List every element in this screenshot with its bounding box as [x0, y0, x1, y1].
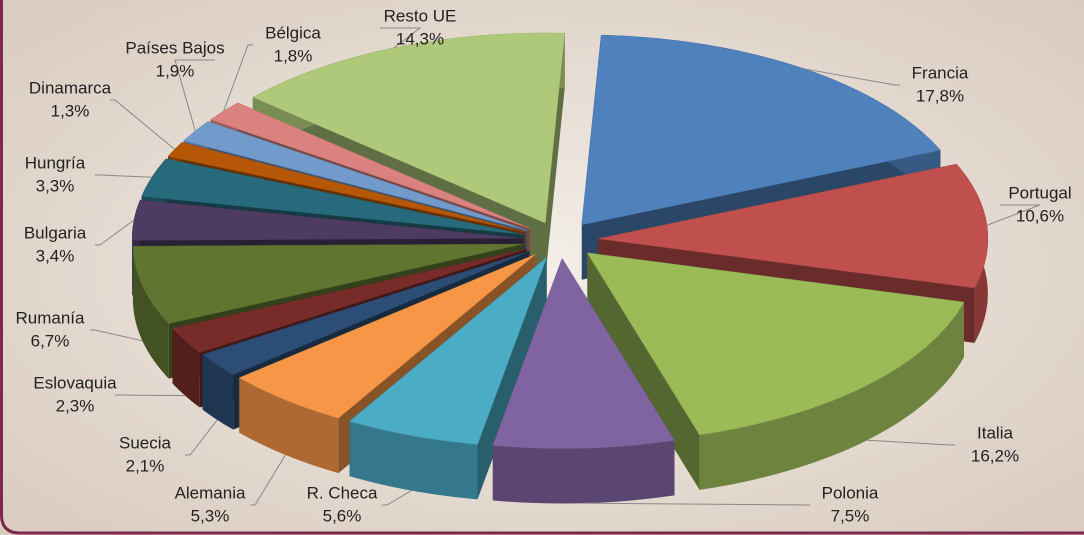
- category-label: Bulgaria: [24, 223, 87, 242]
- slice-outer-wall: [349, 421, 478, 500]
- category-label: Resto UE: [384, 6, 457, 25]
- value-label: 7,5%: [831, 506, 870, 525]
- leader-line: [382, 490, 412, 506]
- slice: [349, 256, 548, 445]
- value-label: 6,7%: [31, 331, 70, 350]
- category-label: Francia: [912, 63, 969, 82]
- slice-outer-wall: [132, 246, 169, 379]
- category-label: Italia: [977, 423, 1013, 442]
- leader-line: [95, 219, 135, 246]
- slice-outer-wall: [492, 440, 675, 504]
- value-label: 14,3%: [396, 29, 444, 48]
- slice: [586, 252, 965, 436]
- category-label: Hungría: [25, 153, 86, 172]
- leader-line: [223, 44, 253, 112]
- leader-line: [90, 329, 143, 342]
- category-label: Dinamarca: [29, 78, 112, 97]
- leader-line: [185, 419, 218, 456]
- slice: [141, 158, 524, 235]
- value-label: 1,9%: [156, 61, 195, 80]
- leader-line: [115, 394, 186, 397]
- value-label: 2,3%: [56, 396, 95, 415]
- slice: [201, 250, 530, 375]
- value-label: 16,2%: [971, 446, 1019, 465]
- slice: [132, 243, 523, 324]
- slice: [492, 257, 675, 449]
- slice: [183, 121, 528, 231]
- category-label: Alemania: [175, 483, 246, 502]
- slice-outer-wall: [202, 354, 234, 430]
- leader-line: [986, 204, 1041, 226]
- value-label: 10,6%: [1016, 206, 1064, 225]
- slice-outer-wall: [172, 328, 200, 408]
- leader-line: [380, 27, 422, 49]
- leader-line: [110, 99, 175, 150]
- labels: Francia 17,8% Portugal 10,6% Italia 16,2% Polo…: [16, 6, 1072, 525]
- slice-outer-wall: [699, 302, 964, 490]
- leader-line: [95, 174, 152, 178]
- value-label: 1,3%: [51, 101, 90, 120]
- leader-line: [867, 439, 955, 446]
- leader-line: [804, 68, 900, 86]
- slice: [238, 253, 536, 419]
- slice: [172, 248, 527, 353]
- category-label: Rumanía: [16, 308, 86, 327]
- slice: [581, 34, 941, 226]
- leader-line: [584, 502, 810, 506]
- category-label: R. Checa: [307, 483, 378, 502]
- slice: [131, 199, 523, 241]
- value-label: 3,4%: [36, 246, 75, 265]
- value-label: 5,6%: [323, 506, 362, 525]
- value-label: 2,1%: [126, 456, 165, 475]
- category-label: Países Bajos: [125, 38, 224, 57]
- leader-line: [250, 454, 286, 506]
- leader-line: [174, 59, 215, 132]
- category-label: Bélgica: [265, 23, 321, 42]
- value-label: 5,3%: [191, 506, 230, 525]
- category-label: Portugal: [1008, 183, 1071, 202]
- category-label: Eslovaquia: [33, 373, 117, 392]
- value-label: 1,8%: [274, 46, 313, 65]
- slice-tops: [131, 32, 989, 449]
- category-label: Suecia: [119, 433, 172, 452]
- category-label: Polonia: [822, 483, 879, 502]
- value-label: 17,8%: [916, 86, 964, 105]
- value-label: 3,3%: [36, 176, 75, 195]
- slice-outer-wall: [239, 377, 339, 474]
- slice: [209, 102, 531, 229]
